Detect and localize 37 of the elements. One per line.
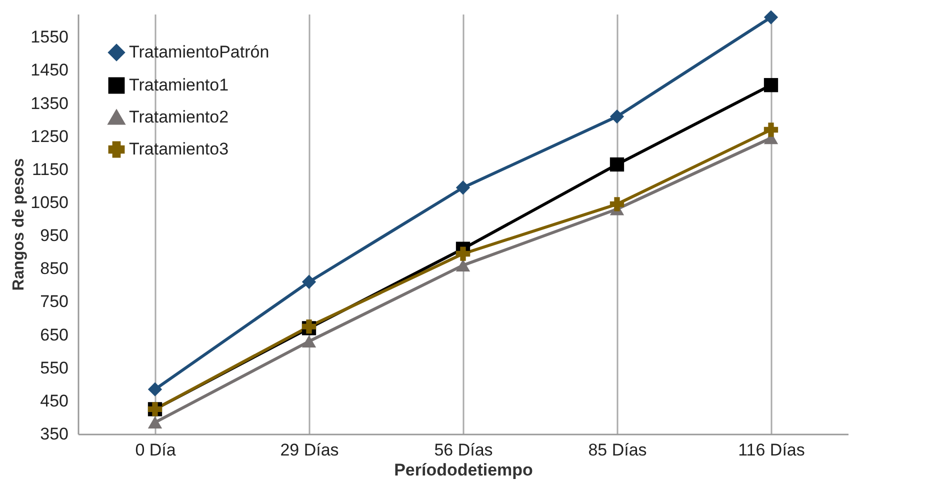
point [456, 180, 470, 195]
y-tick-label: 450 [40, 391, 68, 410]
point [456, 246, 470, 261]
legend-label: Tratamiento2 [129, 108, 229, 126]
x-tick-label: 116 Días [738, 440, 805, 460]
point [302, 274, 316, 289]
point [302, 335, 316, 348]
x-tick-label: 0 Día [135, 440, 176, 460]
x-tick-label: 85 Días [588, 440, 647, 460]
point [148, 382, 162, 396]
y-tick-label: 1250 [30, 126, 68, 146]
y-tick-label: 350 [40, 424, 68, 444]
y-tick-label: 1450 [30, 60, 68, 80]
y-tick-label: 650 [40, 325, 68, 344]
point [610, 109, 624, 124]
x-tick-label: 56 Días [434, 440, 493, 460]
x-tick-label: 29 Días [280, 440, 339, 460]
legend-label: TratamientoPatrón [129, 42, 270, 62]
y-tick-label: 750 [40, 292, 68, 312]
y-tick-label: 950 [40, 226, 68, 246]
y-tick-label: 1150 [32, 160, 68, 179]
y-tick-label: 1350 [30, 94, 68, 113]
y-tick-label: 1550 [30, 28, 68, 47]
legend-label: Tratamiento3 [129, 140, 229, 158]
point [456, 259, 470, 272]
point [610, 197, 624, 212]
y-tick-label: 1050 [30, 193, 68, 212]
legend-label: Tratamiento1 [129, 76, 229, 94]
point [764, 78, 778, 92]
point [764, 122, 778, 137]
y-axis-title: Rangos de pesos [10, 158, 28, 291]
point [148, 416, 162, 429]
y-tick-label: 550 [40, 358, 68, 378]
y-tick-label: 850 [40, 259, 68, 278]
point [764, 10, 778, 24]
x-axis-title: Períododetiempo [394, 460, 533, 480]
point [610, 157, 624, 172]
